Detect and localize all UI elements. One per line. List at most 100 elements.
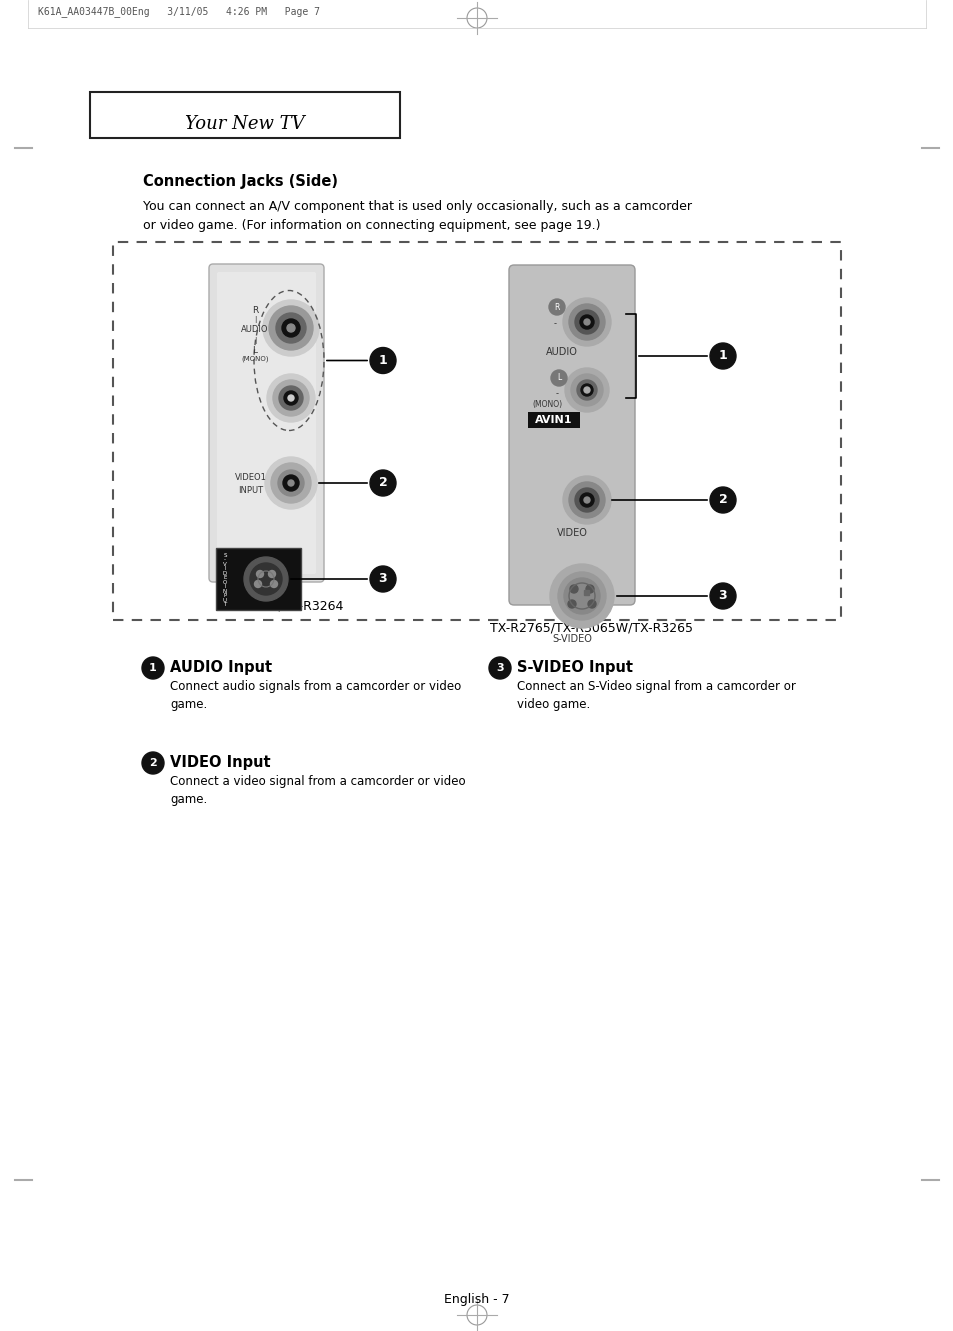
Bar bbox=[583, 590, 588, 595]
Circle shape bbox=[583, 319, 589, 325]
Circle shape bbox=[268, 571, 275, 578]
Circle shape bbox=[550, 564, 614, 628]
Text: TX-R2765/TX-R3065W/TX-R3265: TX-R2765/TX-R3065W/TX-R3265 bbox=[490, 622, 693, 635]
Circle shape bbox=[568, 482, 604, 518]
Circle shape bbox=[142, 752, 164, 775]
FancyBboxPatch shape bbox=[209, 264, 324, 582]
Text: Your New TV: Your New TV bbox=[185, 114, 305, 133]
Circle shape bbox=[283, 475, 298, 491]
Circle shape bbox=[254, 580, 261, 587]
Circle shape bbox=[564, 367, 608, 413]
Bar bbox=[112, 242, 841, 620]
Text: 3: 3 bbox=[718, 590, 726, 603]
Circle shape bbox=[370, 470, 395, 496]
Circle shape bbox=[562, 476, 610, 524]
Text: TX-R2764/TX-R3264: TX-R2764/TX-R3264 bbox=[218, 600, 343, 614]
Text: U: U bbox=[223, 598, 227, 603]
Text: You can connect an A/V component that is used only occasionally, such as a camco: You can connect an A/V component that is… bbox=[143, 200, 691, 232]
Text: English - 7: English - 7 bbox=[444, 1292, 509, 1306]
Text: 3: 3 bbox=[378, 572, 387, 586]
Circle shape bbox=[271, 463, 311, 503]
Circle shape bbox=[370, 566, 395, 592]
Text: N: N bbox=[223, 590, 227, 594]
Text: 3: 3 bbox=[496, 663, 503, 673]
Circle shape bbox=[265, 457, 316, 508]
Circle shape bbox=[288, 480, 294, 486]
Circle shape bbox=[568, 303, 604, 339]
Text: |: | bbox=[253, 315, 256, 323]
FancyBboxPatch shape bbox=[509, 265, 635, 606]
Circle shape bbox=[579, 492, 594, 507]
Text: 2: 2 bbox=[378, 476, 387, 490]
Text: AUDIO: AUDIO bbox=[545, 347, 578, 357]
Circle shape bbox=[288, 395, 294, 401]
Circle shape bbox=[282, 319, 299, 337]
Circle shape bbox=[370, 347, 395, 374]
Circle shape bbox=[256, 571, 263, 578]
Circle shape bbox=[587, 600, 596, 608]
Circle shape bbox=[577, 379, 597, 401]
Text: V: V bbox=[223, 562, 227, 567]
Circle shape bbox=[489, 658, 511, 679]
Text: K61A_AA03447B_00Eng   3/11/05   4:26 PM   Page 7: K61A_AA03447B_00Eng 3/11/05 4:26 PM Page… bbox=[38, 7, 319, 17]
Circle shape bbox=[562, 298, 610, 346]
Text: D: D bbox=[223, 571, 227, 576]
Text: VIDEO Input: VIDEO Input bbox=[170, 755, 271, 771]
Circle shape bbox=[551, 370, 566, 386]
Circle shape bbox=[585, 586, 594, 594]
Circle shape bbox=[569, 586, 578, 594]
Bar bbox=[90, 92, 399, 138]
Circle shape bbox=[277, 470, 304, 496]
Circle shape bbox=[548, 299, 564, 315]
Text: |: | bbox=[253, 337, 256, 343]
Circle shape bbox=[567, 600, 576, 608]
Circle shape bbox=[583, 387, 589, 393]
FancyBboxPatch shape bbox=[216, 272, 315, 574]
Circle shape bbox=[278, 386, 303, 410]
Text: I: I bbox=[224, 584, 226, 590]
Text: Connect audio signals from a camcorder or video
game.: Connect audio signals from a camcorder o… bbox=[170, 680, 460, 711]
Circle shape bbox=[273, 379, 309, 417]
Text: O: O bbox=[223, 580, 227, 586]
Circle shape bbox=[558, 572, 605, 620]
Circle shape bbox=[244, 556, 288, 602]
Circle shape bbox=[142, 658, 164, 679]
Circle shape bbox=[571, 374, 602, 406]
Circle shape bbox=[287, 323, 294, 331]
Text: Connect a video signal from a camcorder or video
game.: Connect a video signal from a camcorder … bbox=[170, 775, 465, 807]
Text: 1: 1 bbox=[149, 663, 156, 673]
Text: Connection Jacks (Side): Connection Jacks (Side) bbox=[143, 174, 337, 189]
Text: S-VIDEO: S-VIDEO bbox=[552, 634, 591, 644]
Circle shape bbox=[575, 488, 598, 512]
Text: (MONO): (MONO) bbox=[241, 355, 269, 362]
Circle shape bbox=[275, 313, 306, 343]
Text: I: I bbox=[224, 567, 226, 571]
Text: 1: 1 bbox=[378, 354, 387, 367]
Circle shape bbox=[263, 299, 318, 355]
Text: -: - bbox=[224, 558, 226, 563]
Text: AUDIO Input: AUDIO Input bbox=[170, 660, 272, 675]
Text: VIDEO1: VIDEO1 bbox=[234, 473, 267, 482]
Text: T: T bbox=[223, 603, 227, 607]
Text: -: - bbox=[555, 389, 558, 398]
Circle shape bbox=[271, 580, 277, 587]
Text: AUDIO: AUDIO bbox=[241, 325, 269, 334]
Text: VIDEO: VIDEO bbox=[556, 528, 587, 538]
Circle shape bbox=[284, 391, 297, 405]
Circle shape bbox=[583, 496, 589, 503]
Bar bbox=[527, 413, 579, 429]
Text: P: P bbox=[223, 594, 227, 599]
Circle shape bbox=[563, 578, 599, 614]
Circle shape bbox=[575, 310, 598, 334]
Text: -: - bbox=[553, 319, 556, 327]
Text: 2: 2 bbox=[718, 494, 726, 507]
Text: 2: 2 bbox=[149, 757, 156, 768]
Bar bbox=[215, 548, 301, 610]
Circle shape bbox=[709, 343, 735, 369]
Text: AVIN1: AVIN1 bbox=[535, 415, 572, 425]
Text: Connect an S-Video signal from a camcorder or
video game.: Connect an S-Video signal from a camcord… bbox=[517, 680, 795, 711]
Text: S-VIDEO Input: S-VIDEO Input bbox=[517, 660, 633, 675]
Text: L: L bbox=[253, 346, 257, 355]
Circle shape bbox=[269, 306, 313, 350]
Text: S: S bbox=[223, 552, 227, 558]
